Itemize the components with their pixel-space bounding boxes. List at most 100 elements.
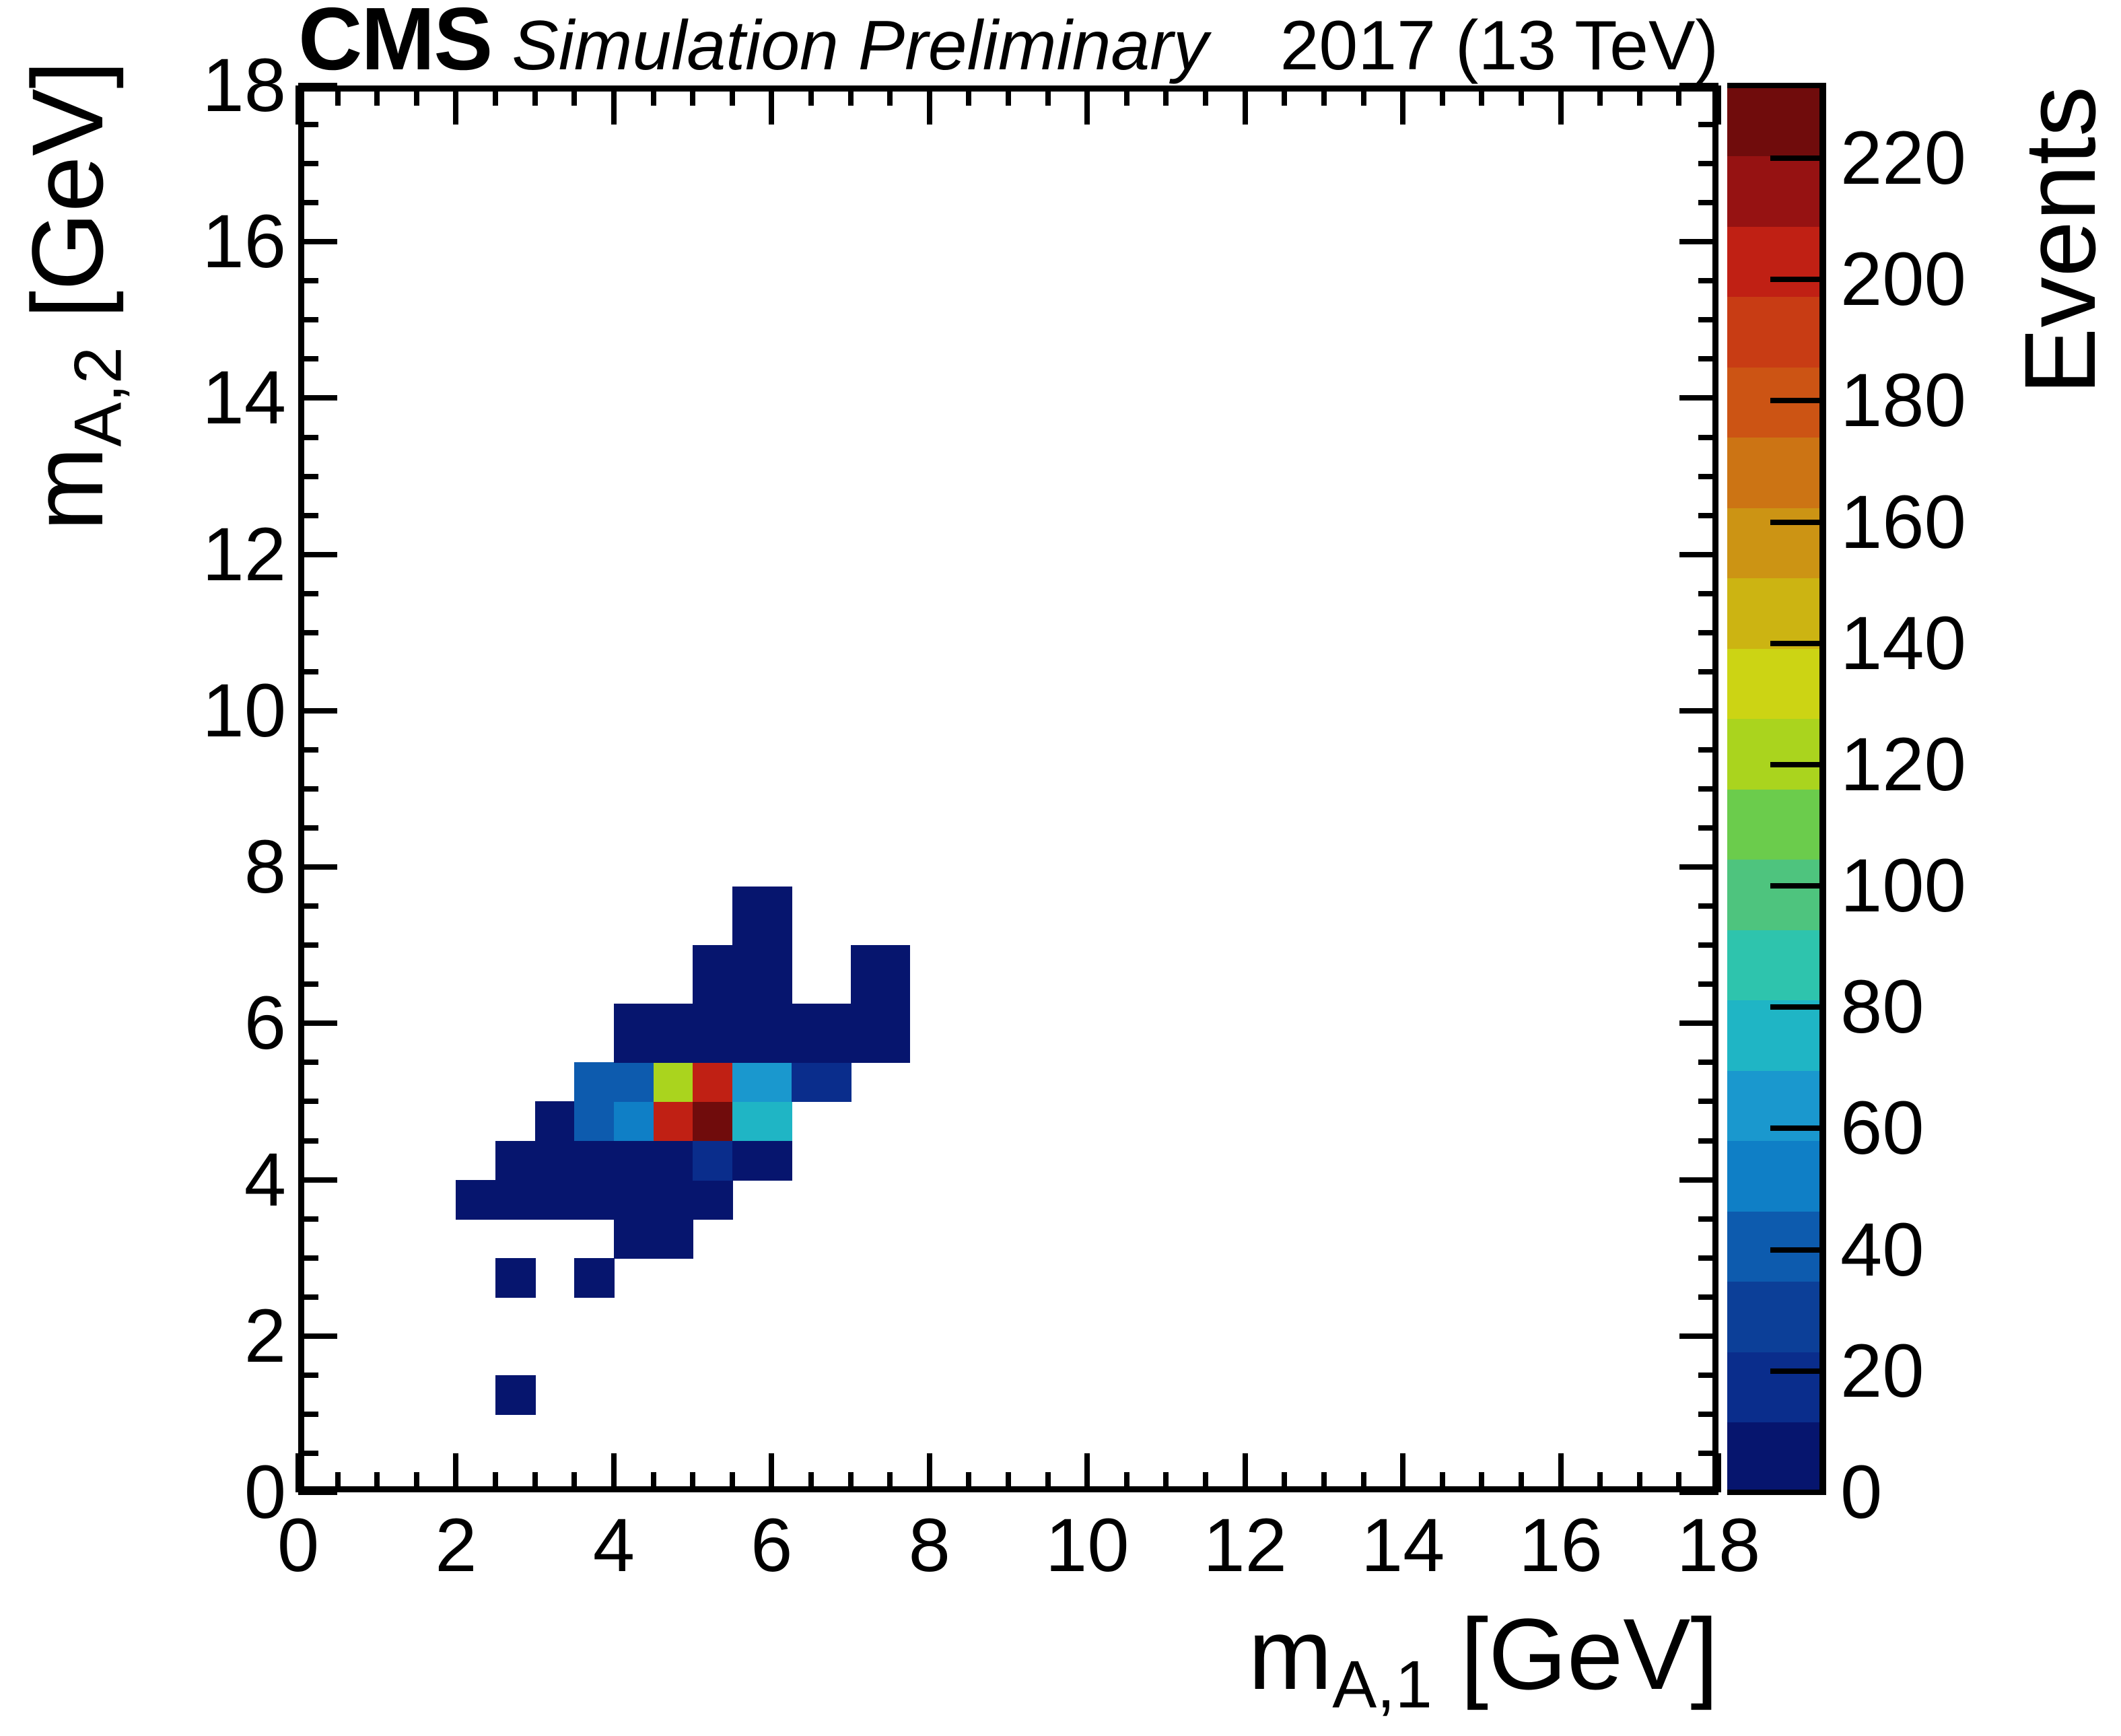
colorbar-segment bbox=[1727, 1352, 1823, 1423]
y-tick-mark-right bbox=[1679, 1490, 1718, 1495]
y-tick-mark-right bbox=[1698, 629, 1718, 635]
y-tick-mark bbox=[298, 239, 337, 245]
y-tick-mark-right bbox=[1698, 473, 1718, 479]
colorbar-tick-label: 80 bbox=[1840, 965, 1924, 1049]
y-tick-mark-right bbox=[1698, 981, 1718, 987]
y-tick-mark-right bbox=[1698, 122, 1718, 128]
x-tick-mark bbox=[1163, 1472, 1169, 1492]
x-tick-mark bbox=[650, 1472, 656, 1492]
heatmap-cell bbox=[613, 1218, 694, 1259]
colorbar-tick-label: 220 bbox=[1840, 116, 1966, 201]
x-tick-mark-top bbox=[1597, 85, 1603, 106]
colorbar-tick-mark bbox=[1770, 1125, 1823, 1132]
y-tick-label: 18 bbox=[202, 43, 286, 127]
y-tick-mark bbox=[298, 317, 318, 323]
y-tick-mark bbox=[298, 668, 318, 674]
y-tick-mark bbox=[298, 1099, 318, 1105]
y-tick-mark-right bbox=[1679, 83, 1718, 88]
heatmap-cell bbox=[732, 1062, 792, 1103]
x-tick-label: 6 bbox=[751, 1503, 793, 1587]
y-tick-mark-right bbox=[1698, 512, 1718, 518]
colorbar-tick-label: 20 bbox=[1840, 1328, 1924, 1413]
y-tick-mark bbox=[298, 395, 337, 401]
y-tick-label: 14 bbox=[202, 355, 286, 440]
x-tick-mark-top bbox=[729, 85, 735, 106]
x-tick-mark-top bbox=[650, 85, 656, 106]
y-tick-mark bbox=[298, 1450, 318, 1456]
y-tick-label: 16 bbox=[202, 199, 286, 284]
x-tick-mark bbox=[1597, 1472, 1603, 1492]
x-tick-label: 2 bbox=[435, 1503, 477, 1587]
x-tick-mark-top bbox=[966, 85, 972, 106]
x-tick-mark bbox=[374, 1472, 380, 1492]
x-tick-mark bbox=[1045, 1472, 1051, 1492]
colorbar-tick-label: 200 bbox=[1840, 237, 1966, 322]
heatmap-cell bbox=[693, 1101, 733, 1142]
y-tick-mark bbox=[298, 590, 318, 596]
y-tick-mark-right bbox=[1698, 1255, 1718, 1261]
x-tick-mark bbox=[295, 1453, 301, 1492]
x-tick-mark bbox=[532, 1472, 538, 1492]
y-tick-mark-right bbox=[1698, 1216, 1718, 1222]
y-tick-mark bbox=[298, 942, 318, 948]
heatmap-cell bbox=[850, 945, 911, 1005]
y-tick-label: 8 bbox=[244, 825, 286, 909]
heatmap-cell bbox=[653, 1062, 694, 1103]
y-tick-mark bbox=[298, 83, 337, 88]
x-tick-mark bbox=[690, 1472, 696, 1492]
colorbar-tick-label: 120 bbox=[1840, 722, 1966, 806]
colorbar-segment bbox=[1727, 1000, 1823, 1071]
y-tick-mark bbox=[298, 1138, 318, 1144]
colorbar-tick-label: 60 bbox=[1840, 1086, 1924, 1171]
heatmap-cell bbox=[653, 1101, 694, 1142]
x-tick-mark bbox=[453, 1453, 459, 1492]
y-tick-mark bbox=[298, 473, 318, 479]
colorbar-tick-mark bbox=[1770, 1490, 1823, 1495]
y-tick-mark-right bbox=[1698, 747, 1718, 753]
heatmap-cell bbox=[495, 1140, 694, 1181]
x-tick-mark-top bbox=[808, 85, 814, 106]
colorbar-tick-label: 100 bbox=[1840, 843, 1966, 928]
x-tick-mark bbox=[335, 1472, 341, 1492]
x-tick-mark-top bbox=[1084, 85, 1090, 125]
y-tick-mark-right bbox=[1698, 200, 1718, 206]
y-tick-mark-right bbox=[1698, 278, 1718, 284]
y-tick-mark bbox=[298, 1060, 318, 1066]
x-tick-mark bbox=[1636, 1472, 1642, 1492]
y-tick-mark-right bbox=[1679, 707, 1718, 714]
x-tick-mark bbox=[847, 1472, 854, 1492]
y-tick-mark bbox=[298, 1490, 337, 1495]
x-tick-mark-top bbox=[1716, 85, 1721, 125]
x-tick-label: 16 bbox=[1519, 1503, 1603, 1587]
x-tick-mark bbox=[966, 1472, 972, 1492]
y-tick-mark bbox=[298, 122, 318, 128]
colorbar-tick-mark bbox=[1770, 1368, 1823, 1374]
heatmap-cell bbox=[613, 1101, 654, 1142]
x-tick-label: 18 bbox=[1676, 1503, 1761, 1587]
x-tick-mark bbox=[571, 1472, 578, 1492]
x-tick-label: 12 bbox=[1203, 1503, 1287, 1587]
heatmap-cell bbox=[534, 1101, 576, 1142]
lumi-energy-label: 2017 (13 TeV) bbox=[1280, 7, 1718, 85]
colorbar-segment bbox=[1727, 85, 1823, 157]
colorbar-top-line bbox=[1727, 83, 1826, 88]
y-tick-mark bbox=[298, 512, 318, 518]
x-tick-mark bbox=[493, 1472, 499, 1492]
x-tick-label: 8 bbox=[908, 1503, 950, 1587]
colorbar-segment bbox=[1727, 859, 1823, 930]
simulation-preliminary-label: Simulation Preliminary bbox=[512, 7, 1208, 85]
x-tick-mark-top bbox=[1360, 85, 1366, 106]
header-row: CMS Simulation Preliminary 2017 (13 TeV) bbox=[298, 0, 1718, 90]
x-tick-label: 10 bbox=[1045, 1503, 1129, 1587]
y-tick-mark-right bbox=[1698, 1060, 1718, 1066]
y-tick-mark-right bbox=[1698, 590, 1718, 596]
y-tick-mark bbox=[298, 1411, 318, 1417]
y-tick-mark bbox=[298, 161, 318, 167]
colorbar-segment bbox=[1727, 226, 1823, 298]
x-tick-mark-top bbox=[926, 85, 932, 125]
y-tick-label: 6 bbox=[244, 981, 286, 1066]
